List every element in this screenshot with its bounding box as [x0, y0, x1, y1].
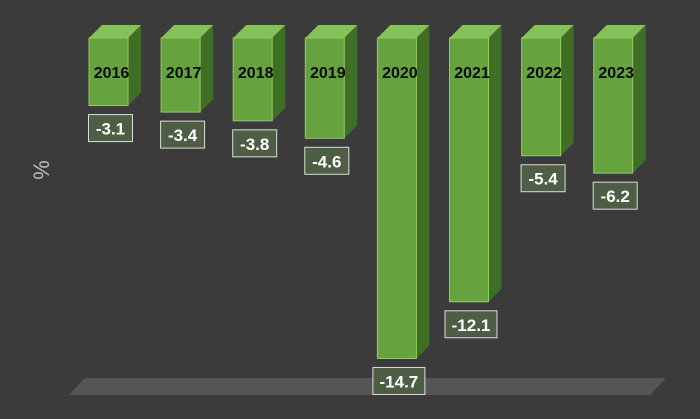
bar-side-face [632, 25, 646, 174]
value-label-text: -3.1 [96, 120, 125, 139]
value-label-box [88, 114, 133, 143]
bar-top-face [449, 25, 502, 38]
value-label-2016: -3.1 [88, 114, 133, 143]
bar-front-face [232, 37, 273, 122]
bar-front-face [521, 37, 562, 157]
bar-side-face [488, 25, 502, 302]
bar-front-face [304, 37, 345, 139]
value-label-box [160, 120, 206, 149]
category-label: 2020 [382, 65, 418, 82]
value-label-text: -12.1 [452, 316, 491, 335]
value-label-box [372, 366, 426, 395]
value-label-text: -3.8 [240, 135, 269, 154]
category-label: 2017 [166, 65, 202, 82]
value-label-text: -4.6 [312, 152, 341, 171]
category-label: 2016 [94, 65, 130, 82]
bar-2023 [593, 25, 646, 174]
category-label: 2018 [238, 65, 274, 82]
bar-top-face [305, 25, 358, 38]
bar-2019 [304, 25, 358, 139]
bar-front-face [593, 37, 634, 174]
value-label-2017: -3.4 [160, 120, 206, 149]
value-label-box [232, 129, 278, 158]
value-label-text: -5.4 [528, 170, 558, 189]
value-label-2018: -3.8 [232, 129, 278, 158]
value-label-box [520, 164, 566, 193]
value-label-text: -6.2 [601, 187, 630, 206]
bar-front-face [160, 37, 201, 113]
value-label-2023: -6.2 [592, 181, 638, 210]
value-label-box [592, 181, 638, 210]
bar-top-face [161, 25, 214, 38]
bar-side-face [416, 25, 430, 359]
bar-front-face [88, 37, 129, 107]
category-label: 2022 [526, 65, 562, 82]
value-label-2019: -4.6 [304, 146, 350, 175]
bar-top-face [89, 25, 141, 38]
bar-2021 [449, 25, 502, 303]
value-label-2020: -14.7 [372, 366, 426, 395]
y-axis-title: % [29, 160, 54, 180]
category-label: 2023 [598, 65, 634, 82]
bar-top-face [233, 25, 286, 38]
value-label-2021: -12.1 [444, 310, 498, 339]
bar-top-face [377, 25, 430, 38]
bar-side-face [200, 25, 214, 113]
bar-2020 [376, 25, 430, 359]
category-label: 2019 [310, 65, 346, 82]
value-label-2022: -5.4 [520, 164, 566, 193]
value-label-text: -3.4 [168, 126, 198, 145]
bar-front-face [376, 37, 417, 359]
bar-2016 [88, 25, 141, 107]
bar-side-face [344, 25, 358, 139]
category-label: 2021 [454, 65, 490, 82]
bar-2022 [521, 25, 574, 157]
bar-2018 [232, 25, 286, 122]
floor-plane [69, 378, 666, 395]
bar-side-face [560, 25, 574, 156]
value-label-box [304, 146, 350, 175]
bar-front-face [449, 37, 489, 303]
value-label-box [444, 310, 498, 339]
bar-side-face [128, 25, 141, 106]
bar-2017 [160, 25, 214, 113]
bar-side-face [272, 25, 286, 121]
bar-top-face [521, 25, 574, 38]
bar-top-face [593, 25, 646, 38]
value-label-text: -14.7 [380, 372, 419, 391]
